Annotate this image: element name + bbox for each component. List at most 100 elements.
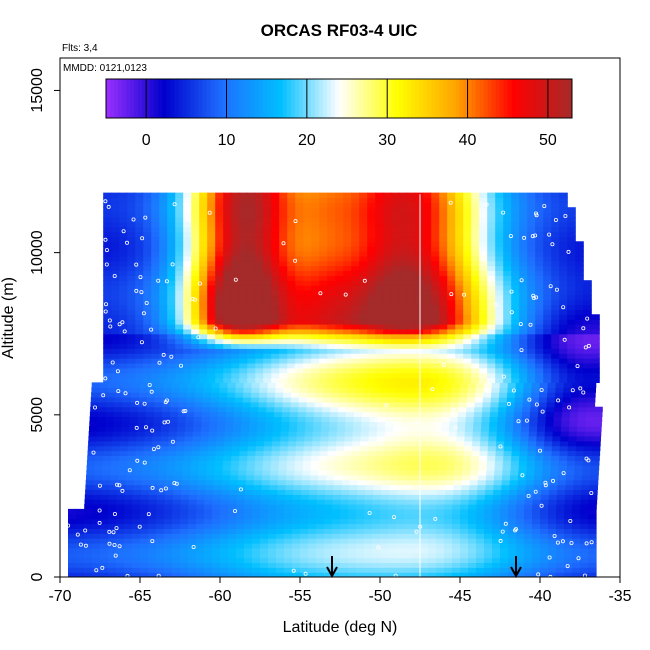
- heatmap-cell: [487, 377, 496, 383]
- heatmap-cell: [277, 479, 287, 486]
- heatmap-cell: [120, 431, 130, 437]
- heatmap-cell: [375, 372, 384, 379]
- heatmap-cell: [103, 372, 112, 379]
- heatmap-cell: [502, 469, 511, 476]
- heatmap-cell: [196, 547, 205, 554]
- heatmap-cell: [557, 479, 567, 486]
- heatmap-cell: [532, 513, 541, 520]
- heatmap-cell: [183, 338, 192, 345]
- heatmap-cell: [527, 275, 536, 281]
- heatmap-cell: [133, 484, 142, 491]
- heatmap-cell: [466, 401, 476, 408]
- heatmap-cell: [335, 202, 344, 208]
- heatmap-cell: [116, 542, 125, 549]
- heatmap-cell: [566, 469, 575, 476]
- heatmap-cell: [518, 460, 528, 466]
- heatmap-cell: [244, 542, 253, 549]
- heatmap-cell: [492, 513, 501, 520]
- heatmap-cell: [343, 285, 352, 291]
- heatmap-cell: [476, 499, 486, 505]
- heatmap-cell: [380, 538, 389, 544]
- heatmap-cell: [140, 504, 149, 510]
- heatmap-cell: [279, 377, 288, 383]
- heatmap-cell: [382, 469, 391, 476]
- heatmap-cell: [271, 265, 280, 272]
- heatmap-cell: [230, 474, 239, 481]
- heatmap-cell: [127, 246, 136, 252]
- heatmap-cell: [252, 542, 261, 549]
- heatmap-cell: [359, 348, 368, 354]
- heatmap-cell: [431, 343, 440, 349]
- heatmap-cell: [455, 241, 464, 247]
- heatmap-cell: [343, 372, 352, 379]
- heatmap-cell: [535, 455, 544, 461]
- heatmap-cell: [175, 285, 184, 291]
- heatmap-cell: [516, 523, 525, 529]
- heatmap-cell: [456, 435, 465, 442]
- heatmap-cell: [260, 552, 269, 559]
- heatmap-cell: [351, 221, 360, 228]
- heatmap-cell: [567, 353, 576, 359]
- heatmap-cell: [92, 528, 101, 534]
- heatmap-cell: [556, 533, 565, 539]
- heatmap-cell: [455, 255, 464, 262]
- heatmap-cell: [244, 547, 253, 554]
- heatmap-cell: [255, 241, 264, 247]
- heatmap-cell: [116, 572, 125, 577]
- heatmap-cell: [540, 494, 550, 500]
- heatmap-cell: [375, 216, 384, 223]
- heatmap-cell: [391, 231, 400, 238]
- heatmap-cell: [135, 255, 144, 262]
- heatmap-cell: [583, 294, 592, 301]
- heatmap-cell: [260, 572, 269, 577]
- heatmap-cell: [351, 358, 360, 364]
- heatmap-cell: [592, 435, 601, 442]
- heatmap-cell: [327, 367, 336, 374]
- heatmap-cell: [383, 236, 392, 242]
- heatmap-cell: [151, 192, 160, 199]
- heatmap-cell: [278, 469, 287, 476]
- heatmap-cell: [287, 304, 296, 310]
- heatmap-cell: [327, 294, 336, 301]
- heatmap-cell: [519, 367, 528, 374]
- heatmap-cell: [567, 362, 576, 369]
- heatmap-cell: [127, 353, 136, 359]
- heatmap-cell: [359, 304, 368, 310]
- heatmap-cell: [385, 416, 395, 422]
- heatmap-cell: [215, 212, 224, 218]
- heatmap-cell: [342, 460, 352, 466]
- heatmap-cell: [151, 343, 160, 349]
- heatmap-cell: [375, 212, 384, 218]
- heatmap-cell: [279, 314, 288, 320]
- heatmap-cell: [551, 450, 561, 456]
- heatmap-cell: [519, 445, 529, 452]
- heatmap-cell: [150, 465, 160, 471]
- heatmap-cell: [511, 367, 520, 374]
- heatmap-cell: [554, 406, 563, 413]
- heatmap-cell: [397, 479, 407, 486]
- heatmap-cell: [583, 280, 592, 286]
- heatmap-cell: [276, 518, 285, 525]
- heatmap-cell: [312, 435, 321, 442]
- heatmap-cell: [476, 542, 485, 549]
- heatmap-cell: [571, 382, 581, 388]
- heatmap-cell: [159, 314, 168, 320]
- heatmap-cell: [287, 275, 296, 281]
- heatmap-cell: [548, 552, 557, 559]
- heatmap-cell: [380, 504, 389, 510]
- heatmap-cell: [215, 323, 224, 330]
- heatmap-cell: [407, 197, 416, 203]
- heatmap-cell: [300, 547, 309, 554]
- heatmap-cell: [503, 358, 512, 364]
- heatmap-cell: [174, 474, 183, 481]
- heatmap-cell: [404, 562, 413, 568]
- heatmap-cell: [279, 241, 288, 247]
- heatmap-cell: [436, 567, 445, 573]
- heatmap-cell: [239, 338, 248, 345]
- heatmap-cell: [223, 192, 232, 199]
- heatmap-cell: [439, 285, 448, 291]
- heatmap-cell: [299, 387, 308, 393]
- heatmap-cell: [140, 508, 149, 515]
- heatmap-cell: [284, 508, 293, 515]
- heatmap-cell: [180, 518, 189, 525]
